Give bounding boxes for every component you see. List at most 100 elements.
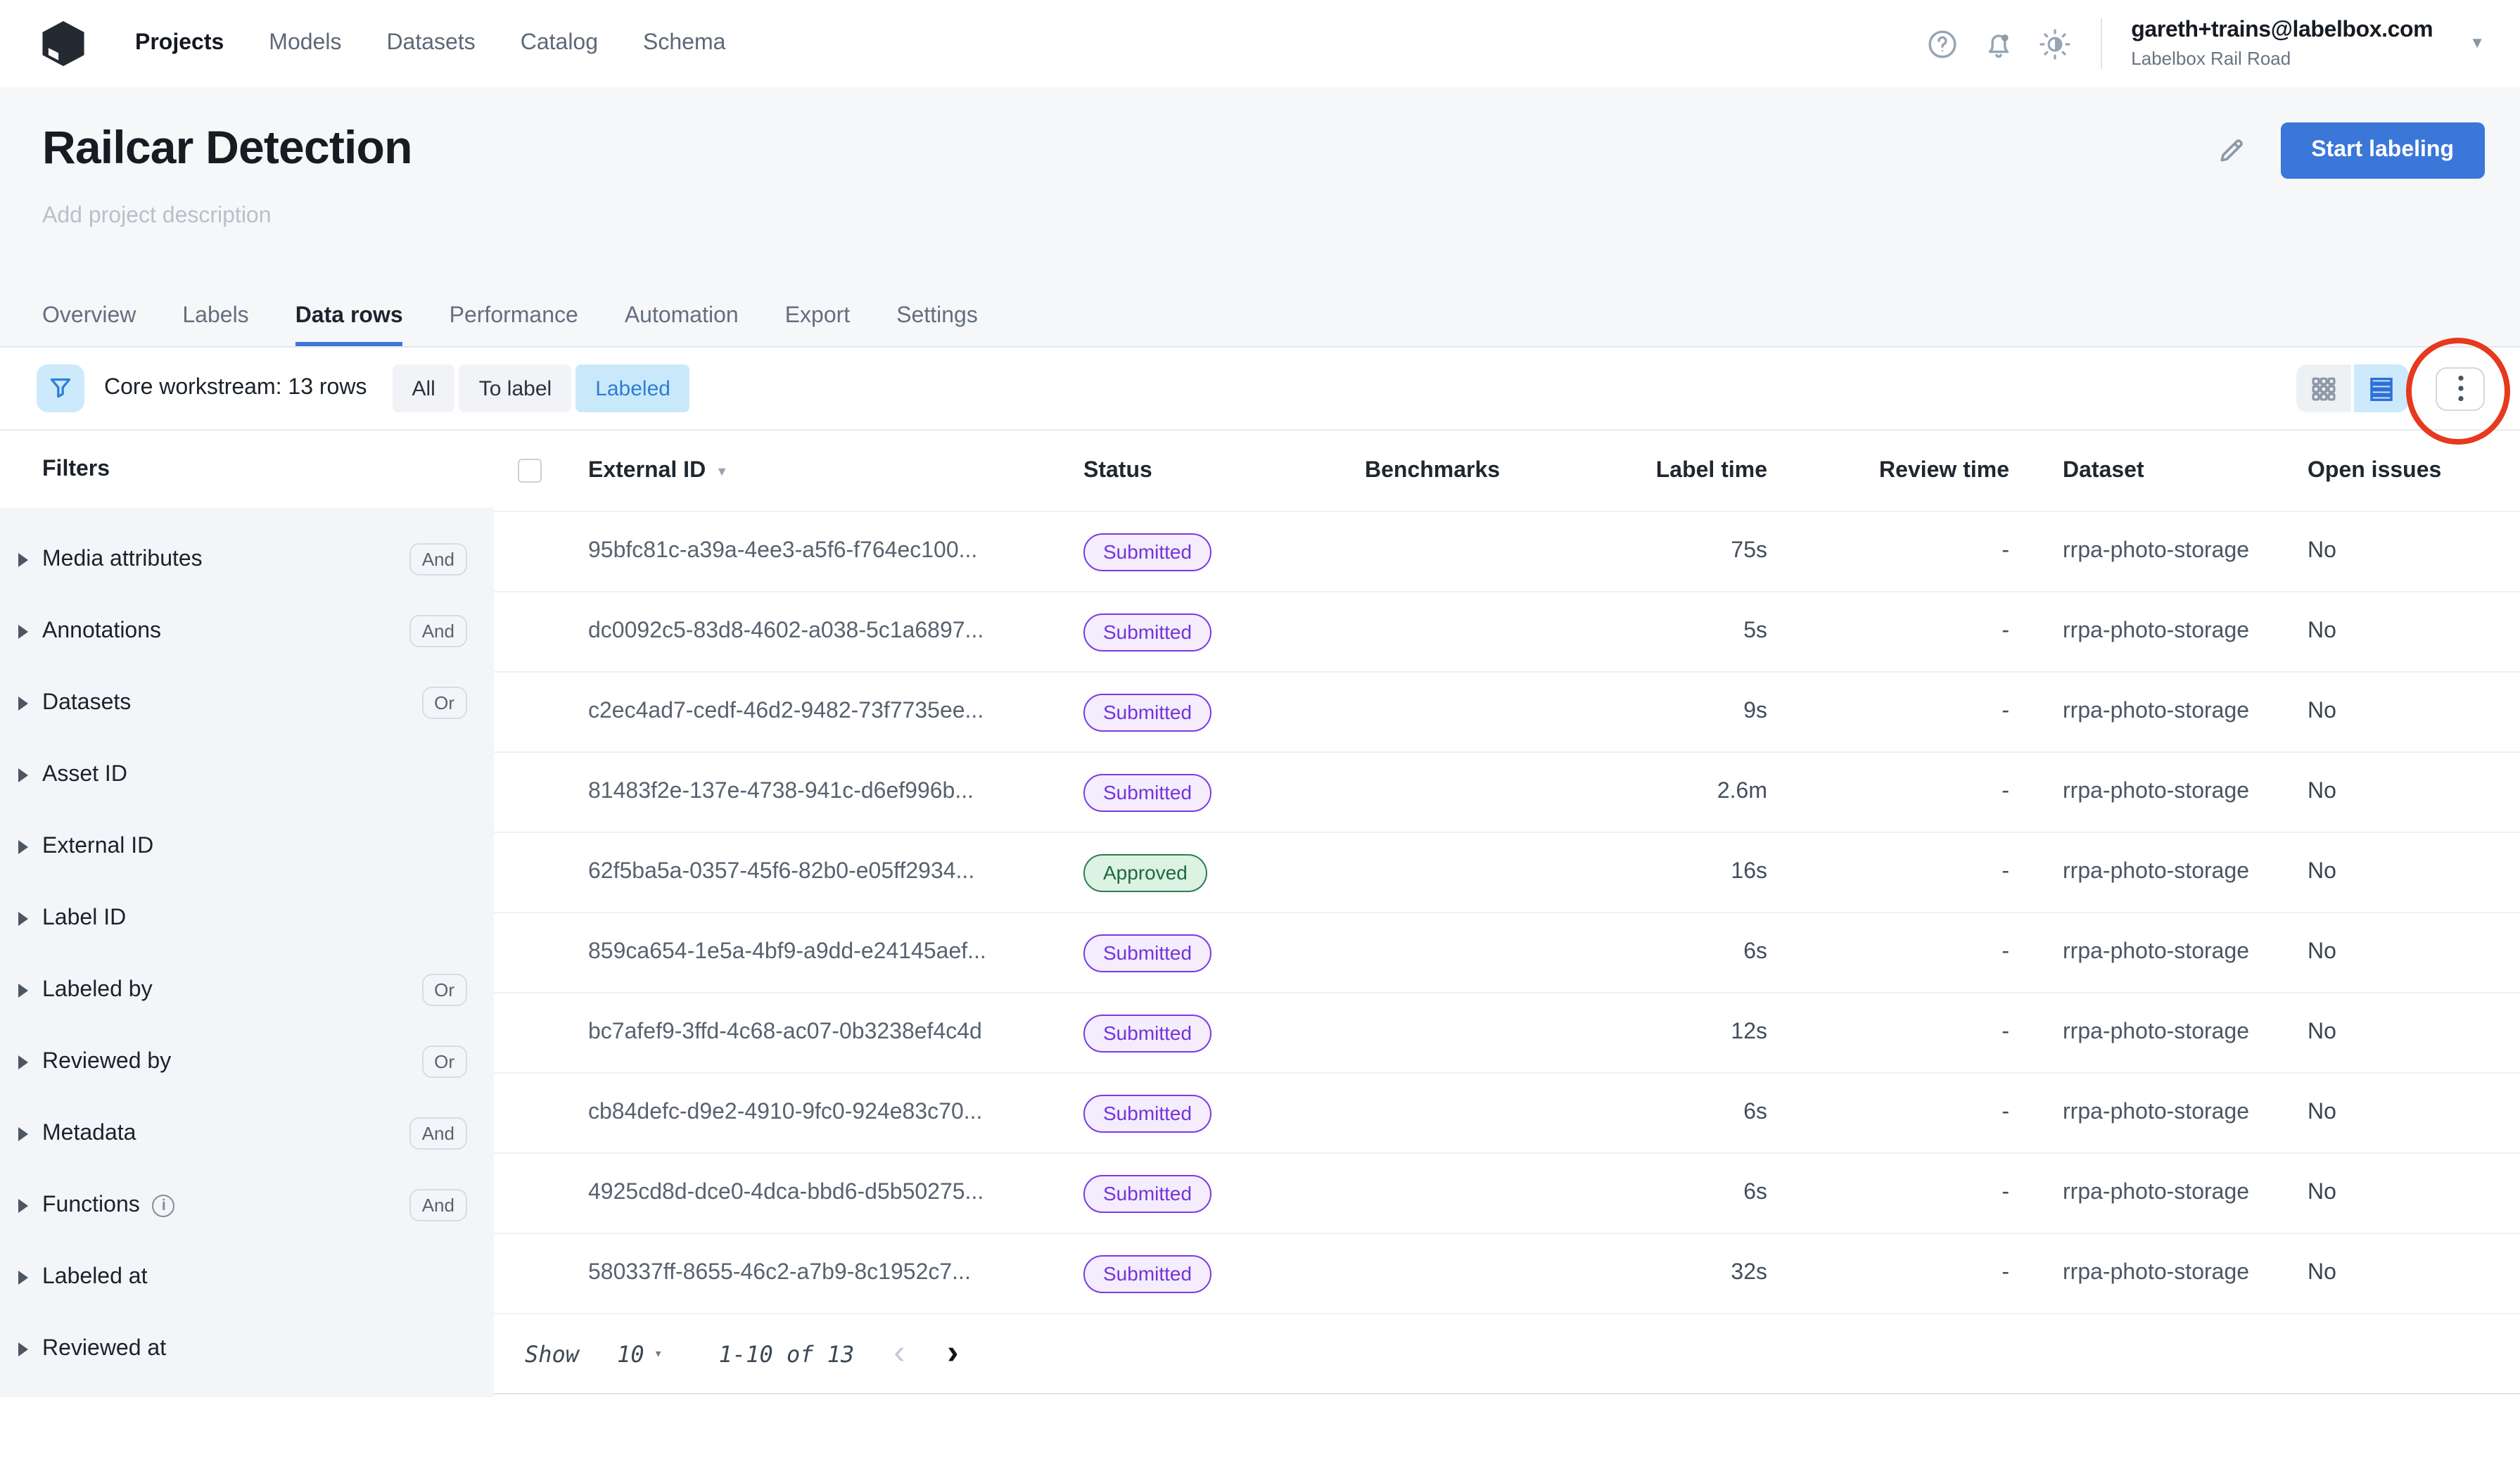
dataset-cell: rrpa-photo-storage (2063, 1181, 2250, 1204)
help-icon[interactable] (1926, 27, 1958, 60)
table-row[interactable]: c2ec4ad7-cedf-46d2-9482-73f7735ee... Subm… (494, 673, 2520, 753)
table-row[interactable]: dc0092c5-83d8-4602-a038-5c1a6897... Submi… (494, 592, 2520, 673)
filter-item-external-id[interactable]: External ID (0, 811, 494, 882)
column-label: External ID (588, 458, 706, 482)
list-view-button[interactable] (2354, 364, 2409, 412)
open-issues-cell: No (2308, 1020, 2336, 1044)
page-title: Railcar Detection (42, 121, 412, 173)
operator-badge[interactable]: Or (421, 1045, 467, 1078)
start-labeling-button[interactable]: Start labeling (2280, 122, 2485, 179)
more-options-button[interactable] (2436, 367, 2485, 410)
account-menu[interactable]: gareth+trains@labelbox.com Labelbox Rail… (2131, 18, 2433, 69)
operator-badge[interactable]: And (409, 1117, 467, 1150)
theme-brightness-icon[interactable] (2038, 27, 2070, 60)
toolbar-right-group (2296, 364, 2485, 412)
table-row[interactable]: 580337ff-8655-46c2-a7b9-8c1952c7... Submi… (494, 1234, 2520, 1314)
external-id-cell[interactable]: 859ca654-1e5a-4bf9-a9dd-e24145aef... (588, 940, 986, 964)
filter-item-labeled-by[interactable]: Labeled by Or (0, 954, 494, 1026)
column-header-review-time[interactable]: Review time (1879, 458, 2009, 482)
external-id-cell[interactable]: bc7afef9-3ffd-4c68-ac07-0b3238ef4c4d (588, 1020, 982, 1044)
filter-item-labeled-at[interactable]: Labeled at (0, 1241, 494, 1313)
filter-item-media-attributes[interactable]: Media attributes And (0, 523, 494, 595)
filter-chip-labeled[interactable]: Labeled (575, 364, 690, 412)
table-row[interactable]: cb84defc-d9e2-4910-9fc0-924e83c70... Subm… (494, 1074, 2520, 1154)
external-id-cell[interactable]: c2ec4ad7-cedf-46d2-9482-73f7735ee... (588, 699, 984, 723)
filter-chip-all[interactable]: All (392, 364, 455, 412)
open-issues-cell: No (2308, 1100, 2336, 1124)
table-row[interactable]: 81483f2e-137e-4738-941c-d6ef996b... Submi… (494, 753, 2520, 833)
notifications-bell-icon[interactable] (1982, 27, 2014, 60)
prev-page-button[interactable]: ‹ (893, 1334, 905, 1372)
status-cell: Submitted (1083, 1254, 1365, 1292)
nav-item-projects[interactable]: Projects (135, 31, 224, 55)
info-icon[interactable]: i (152, 1194, 175, 1216)
filter-chip-to-label[interactable]: To label (459, 364, 572, 412)
filter-funnel-icon[interactable] (37, 364, 84, 412)
page-range: 1-10 of 13 (718, 1340, 855, 1367)
chevron-down-icon[interactable]: ▼ (2469, 35, 2485, 52)
operator-badge[interactable]: Or (421, 974, 467, 1006)
column-header-benchmarks[interactable]: Benchmarks (1365, 458, 1501, 482)
next-page-button[interactable]: › (947, 1334, 959, 1372)
status-badge: Submitted (1083, 533, 1212, 571)
external-id-cell[interactable]: dc0092c5-83d8-4602-a038-5c1a6897... (588, 619, 984, 643)
filter-item-asset-id[interactable]: Asset ID (0, 739, 494, 811)
table-row[interactable]: 95bfc81c-a39a-4ee3-a5f6-f764ec100... Subm… (494, 512, 2520, 592)
filter-item-reviewed-at[interactable]: Reviewed at (0, 1313, 494, 1385)
grid-view-button[interactable] (2296, 364, 2351, 412)
tab-performance[interactable]: Performance (449, 304, 578, 328)
column-header-status[interactable]: Status (1083, 458, 1152, 482)
project-tabs: Overview Labels Data rows Performance Automa… (42, 304, 2485, 346)
external-id-cell[interactable]: 95bfc81c-a39a-4ee3-a5f6-f764ec100... (588, 539, 978, 563)
table-row[interactable]: 4925cd8d-dce0-4dca-bbd6-d5b50275... Submi… (494, 1154, 2520, 1234)
column-header-external-id[interactable]: External ID ▼ (588, 458, 1083, 483)
filter-item-metadata[interactable]: Metadata And (0, 1098, 494, 1169)
external-id-cell[interactable]: 62f5ba5a-0357-45f6-82b0-e05ff2934... (588, 860, 975, 884)
page-size-value: 10 (617, 1340, 644, 1367)
nav-item-datasets[interactable]: Datasets (386, 31, 476, 55)
review-time-cell: - (2002, 1020, 2009, 1044)
column-header-open-issues[interactable]: Open issues (2308, 458, 2442, 482)
tab-data-rows[interactable]: Data rows (295, 304, 403, 346)
tab-settings[interactable]: Settings (896, 304, 978, 328)
column-header-label-time[interactable]: Label time (1655, 458, 1767, 482)
tab-export[interactable]: Export (784, 304, 851, 328)
column-header-dataset[interactable]: Dataset (2063, 458, 2144, 482)
page-size-select[interactable]: 10 ▾ (617, 1340, 663, 1367)
review-time-cell: - (2002, 619, 2009, 643)
tab-labels[interactable]: Labels (182, 304, 249, 328)
external-id-cell[interactable]: 580337ff-8655-46c2-a7b9-8c1952c7... (588, 1261, 971, 1285)
operator-badge[interactable]: And (409, 615, 467, 647)
edit-pencil-icon[interactable] (2215, 135, 2246, 166)
external-id-cell[interactable]: 4925cd8d-dce0-4dca-bbd6-d5b50275... (588, 1181, 984, 1204)
sort-desc-icon[interactable]: ▼ (715, 464, 729, 478)
external-id-cell[interactable]: 81483f2e-137e-4738-941c-d6ef996b... (588, 780, 974, 803)
dataset-cell: rrpa-photo-storage (2063, 619, 2250, 643)
labelbox-logo-icon[interactable] (42, 21, 84, 66)
operator-badge[interactable]: And (409, 1189, 467, 1221)
status-cell: Submitted (1083, 613, 1365, 651)
operator-badge[interactable]: And (409, 543, 467, 576)
external-id-cell[interactable]: cb84defc-d9e2-4910-9fc0-924e83c70... (588, 1100, 983, 1124)
select-all-checkbox[interactable] (518, 459, 542, 483)
nav-item-schema[interactable]: Schema (643, 31, 726, 55)
nav-item-models[interactable]: Models (269, 31, 342, 55)
operator-badge[interactable]: Or (421, 687, 467, 719)
account-org: Labelbox Rail Road (2131, 48, 2291, 69)
filter-item-reviewed-by[interactable]: Reviewed by Or (0, 1026, 494, 1098)
nav-item-catalog[interactable]: Catalog (520, 31, 599, 55)
filter-item-label: External ID (42, 834, 154, 858)
table-row[interactable]: bc7afef9-3ffd-4c68-ac07-0b3238ef4c4d Subm… (494, 993, 2520, 1074)
filter-item-label-id[interactable]: Label ID (0, 882, 494, 954)
filter-item-functions[interactable]: Functions i And (0, 1169, 494, 1241)
project-description-placeholder[interactable]: Add project description (42, 204, 272, 228)
table-row[interactable]: 62f5ba5a-0357-45f6-82b0-e05ff2934... Appr… (494, 833, 2520, 913)
filter-item-annotations[interactable]: Annotations And (0, 595, 494, 667)
review-time-cell: - (2002, 1100, 2009, 1124)
tab-overview[interactable]: Overview (42, 304, 136, 328)
filter-item-datasets[interactable]: Datasets Or (0, 667, 494, 739)
table-row[interactable]: 859ca654-1e5a-4bf9-a9dd-e24145aef... Subm… (494, 913, 2520, 993)
tab-automation[interactable]: Automation (624, 304, 739, 328)
workstream-summary: Core workstream: 13 rows (104, 376, 367, 400)
filter-item-label: Datasets (42, 690, 132, 714)
